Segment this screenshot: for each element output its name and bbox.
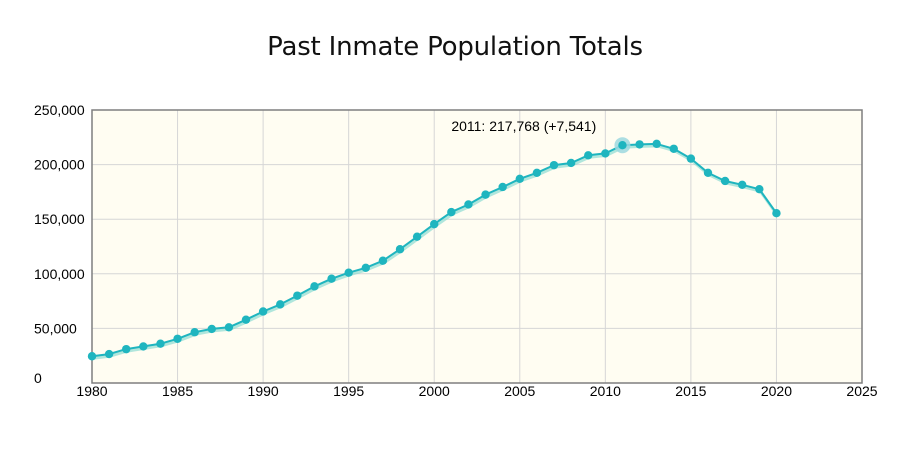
data-point: [652, 139, 661, 149]
plot-frame: [91, 109, 863, 384]
x-tick-label: 2020: [761, 383, 792, 399]
data-point: [139, 342, 148, 351]
data-point: [87, 352, 97, 361]
tooltip-label: 2011: 217,768 (+7,541): [451, 118, 596, 134]
data-point: [464, 200, 473, 209]
data-point: [532, 168, 542, 177]
x-tick-label: 2015: [675, 383, 706, 399]
data-point: [703, 168, 713, 177]
x-tick-label: 1985: [162, 383, 193, 399]
y-tick-label: 150,000: [34, 211, 85, 227]
data-point: [772, 208, 781, 218]
y-tick-label: 50,000: [34, 320, 77, 336]
data-point: [310, 282, 319, 291]
plot-area: [92, 110, 862, 383]
y-axis: 0 50,000 100,000 150,000 200,000 250,000: [34, 102, 85, 386]
data-point: [601, 149, 610, 158]
data-point: [293, 291, 302, 300]
data-point: [207, 324, 216, 334]
x-tick-label: 1980: [76, 383, 107, 399]
x-tick-label: 2000: [419, 383, 450, 399]
data-point: [720, 176, 730, 186]
y-tick-label: 100,000: [34, 266, 85, 282]
data-point: [224, 323, 234, 332]
x-tick-label: 1995: [333, 383, 364, 399]
y-tick-label: 0: [34, 370, 42, 386]
tooltip: 2011: 217,768 (+7,541): [451, 118, 596, 134]
data-point: [344, 268, 353, 277]
chart-title: Past Inmate Population Totals: [267, 32, 643, 62]
x-tick-label: 1990: [248, 383, 279, 399]
data-point: [618, 140, 627, 150]
data-point: [156, 339, 165, 348]
data-point: [412, 232, 422, 241]
data-point: [190, 328, 199, 337]
x-axis: 1980 1985 1990 1995 2000 2005 2010 2015 2020 2025: [76, 383, 877, 399]
data-point: [430, 219, 439, 229]
data-point: [361, 263, 370, 272]
data-point: [669, 144, 678, 153]
data-point: [378, 256, 388, 265]
data-point: [122, 344, 131, 354]
data-point: [173, 334, 182, 343]
data-point: [258, 307, 268, 316]
data-point: [395, 245, 405, 254]
data-point: [104, 349, 114, 359]
data-point: [241, 315, 251, 324]
data-point: [481, 190, 490, 199]
y-tick-label: 200,000: [34, 157, 85, 173]
data-point: [584, 151, 593, 160]
data-point: [447, 207, 456, 217]
data-point: [276, 300, 285, 309]
data-point: [566, 158, 576, 168]
data-point: [327, 274, 336, 283]
data-point: [738, 180, 747, 190]
x-tick-label: 2010: [590, 383, 621, 399]
series: [87, 137, 781, 361]
data-point: [549, 160, 559, 170]
x-tick-label: 2005: [504, 383, 535, 399]
data-point: [755, 184, 764, 194]
data-point: [635, 140, 644, 149]
data-point: [515, 174, 524, 183]
x-tick-label: 2025: [846, 383, 877, 399]
y-tick-label: 250,000: [34, 102, 85, 118]
data-point: [498, 182, 507, 192]
data-point: [686, 154, 696, 163]
